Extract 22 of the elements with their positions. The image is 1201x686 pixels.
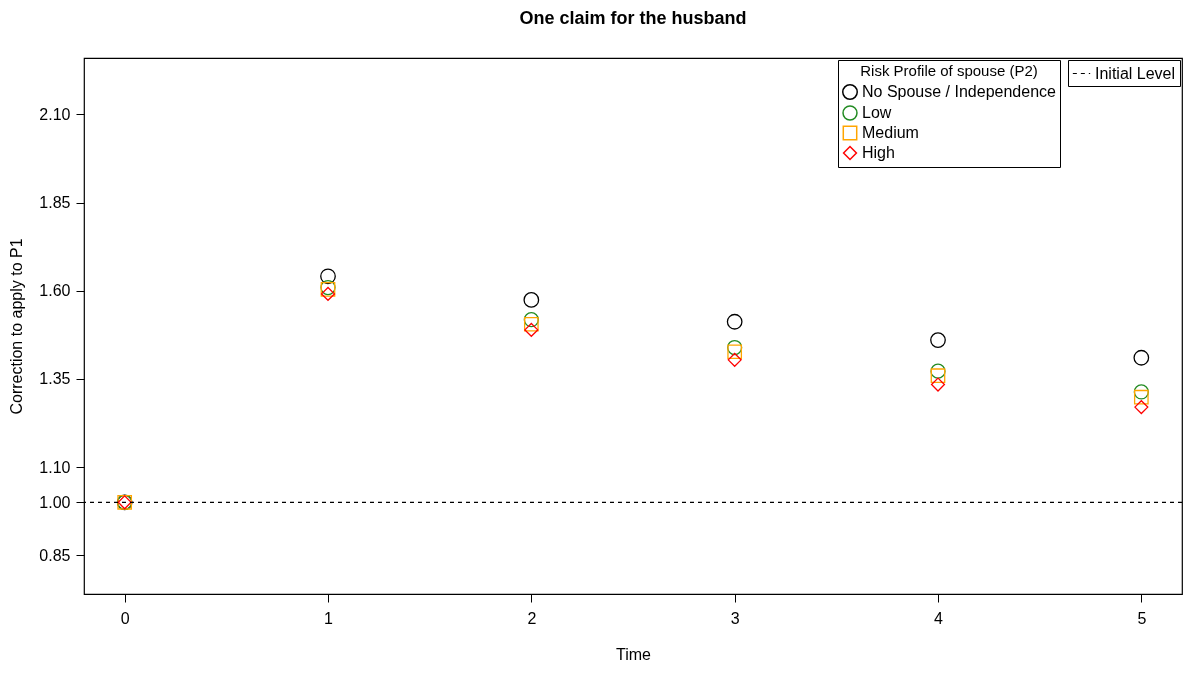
x-tick-label: 5 [1137,609,1147,627]
legend-label: High [862,144,895,161]
x-axis-title: Time [616,645,652,663]
x-tick-label: 1 [324,609,334,627]
x-tick-label: 4 [934,609,944,627]
y-tick-label: 1.10 [39,458,71,476]
y-tick-label: 0.85 [39,546,71,564]
x-tick-label: 0 [120,609,130,627]
x-tick-label: 2 [527,609,537,627]
legend-label: No Spouse / Independence [862,83,1057,100]
y-axis-title: Correction to apply to P1 [8,238,26,415]
legend-title: Risk Profile of spouse (P2) [860,62,1038,79]
y-tick-label: 1.60 [39,282,71,300]
y-tick-label: 1.35 [39,370,71,388]
y-tick-label: 2.10 [39,105,71,123]
legend-label: Initial Level [1095,64,1176,82]
y-tick-label: 1.00 [39,493,71,511]
chart-title: One claim for the husband [519,8,747,28]
legend-label: Medium [862,124,919,141]
y-tick-label: 1.85 [39,194,71,212]
legend-label: Low [862,104,892,121]
x-tick-label: 3 [730,609,740,627]
